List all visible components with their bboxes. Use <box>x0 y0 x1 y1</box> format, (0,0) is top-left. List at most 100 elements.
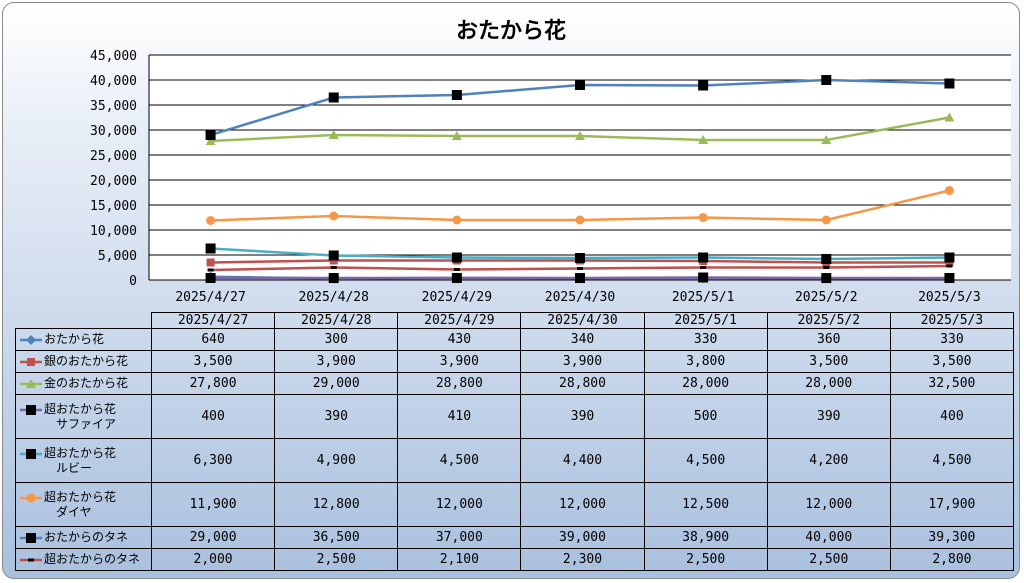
data-label: 6,300 <box>150 438 276 483</box>
data-label: 12,000 <box>520 482 645 527</box>
data-label: 500 <box>643 394 768 439</box>
table-header-cell: 2025/4/27 <box>150 312 276 329</box>
legend-key <box>20 558 42 562</box>
series-name: 超おたからのタネ <box>44 552 141 566</box>
data-label: 2,100 <box>397 548 522 571</box>
data-label: 37,000 <box>397 526 522 549</box>
legend-key-marker <box>26 404 36 415</box>
legend-key <box>20 358 42 366</box>
data-label: 29,000 <box>150 526 276 549</box>
data-label: 11,900 <box>150 482 276 527</box>
legend-entry: おたから花 <box>15 328 152 351</box>
data-point <box>451 131 462 140</box>
data-label: 28,800 <box>397 372 522 395</box>
legend-key-marker <box>26 533 36 543</box>
series-name: 超おたから花 ルビー <box>44 445 117 475</box>
y-tick-label: 45,000 <box>90 49 137 64</box>
data-point <box>330 266 337 269</box>
legend-key-marker <box>26 335 36 345</box>
data-point <box>698 213 708 222</box>
data-point <box>575 253 585 263</box>
legend-entry: 超おたから花 ルビー <box>15 438 152 483</box>
table-row: 超おたから花 ダイヤ 11,900 12,800 12,000 12,000 12,500 1… <box>15 482 1014 527</box>
data-label: 3,900 <box>520 350 645 373</box>
data-label: 3,500 <box>889 350 1014 373</box>
legend-entry: 超おたからのタネ <box>15 548 152 571</box>
data-label: 400 <box>150 394 276 439</box>
data-point <box>944 186 954 195</box>
y-tick-label: 30,000 <box>90 124 137 139</box>
data-point <box>451 90 462 100</box>
data-label: 2,500 <box>274 548 399 571</box>
series-7 <box>207 264 953 272</box>
series-name-sub: ルビー <box>56 460 93 475</box>
table-header-cell: 2025/5/2 <box>766 312 891 329</box>
legend-key-marker <box>26 379 36 388</box>
data-point <box>577 267 583 270</box>
y-tick-label: 0 <box>129 274 137 289</box>
data-point <box>700 266 707 269</box>
legend-entry: 超おたから花 サファイア <box>15 394 152 439</box>
legend-key <box>20 404 42 415</box>
table-header-cell: 2025/5/3 <box>889 312 1014 329</box>
data-point <box>821 273 832 284</box>
table-header-cell: 2025/5/1 <box>643 312 768 329</box>
data-label: 3,500 <box>150 350 276 373</box>
data-label: 29,000 <box>274 372 399 395</box>
data-point <box>698 135 709 144</box>
data-point <box>575 131 585 140</box>
legend-entry: 銀のおたから花 <box>15 350 152 373</box>
data-point <box>206 258 215 267</box>
series-4 <box>205 243 955 264</box>
series-name-sub: サファイア <box>56 416 117 431</box>
data-point <box>207 268 214 272</box>
legend-entry: おたからのタネ <box>15 526 152 549</box>
data-label: 340 <box>520 328 645 351</box>
data-point <box>698 252 709 263</box>
y-tick-label: 5,000 <box>98 249 137 264</box>
data-label: 4,500 <box>889 438 1014 483</box>
data-label: 4,500 <box>643 438 768 483</box>
table-row: 金のおたから花 27,800 29,000 28,800 28,800 28,000 28,… <box>15 372 1014 395</box>
table-header-cell: 2025/4/28 <box>274 312 399 329</box>
data-label: 360 <box>766 328 891 351</box>
table-row: 銀のおたから花 3,500 3,900 3,900 3,900 3,800 3,500 3,5… <box>15 350 1014 373</box>
x-tick-label: 2025/5/2 <box>795 290 858 305</box>
legend-key <box>20 335 42 345</box>
table-header-row: 2025/4/27 2025/4/28 2025/4/29 2025/4/30 2025… <box>16 312 1014 329</box>
y-tick-label: 35,000 <box>90 99 137 114</box>
series-name: おたから花 <box>44 332 105 346</box>
data-label: 28,000 <box>643 372 768 395</box>
data-label: 28,800 <box>520 372 645 395</box>
data-point <box>451 252 462 263</box>
data-label: 3,500 <box>766 350 891 373</box>
data-label: 4,200 <box>766 438 891 483</box>
y-tick-label: 15,000 <box>90 199 137 214</box>
table-row: 超おたから花 サファイア 400 390 410 390 500 390 400 <box>15 394 1014 439</box>
data-point <box>944 252 955 263</box>
data-point <box>946 264 953 268</box>
legend-key-marker <box>26 448 36 459</box>
data-label: 2,300 <box>520 548 645 571</box>
x-tick-label: 2025/4/30 <box>545 290 615 305</box>
data-label: 330 <box>643 328 768 351</box>
legend-key-marker <box>26 493 36 502</box>
plot-background <box>149 55 1011 280</box>
data-label: 430 <box>397 328 522 351</box>
data-point <box>944 112 955 122</box>
series-name: 超おたから花 サファイア <box>44 401 117 431</box>
data-label: 38,900 <box>643 526 768 549</box>
data-point <box>453 268 460 271</box>
data-label: 39,000 <box>520 526 645 549</box>
data-point <box>698 80 709 91</box>
table-row: 超おたから花 ルビー 6,300 4,900 4,500 4,400 4,500 4,200 4… <box>15 438 1014 483</box>
plot-area: 0 5,000 10,000 15,000 20,000 25,000 30,000 35,0… <box>90 49 1011 305</box>
data-label: 12,800 <box>274 482 399 527</box>
data-point <box>205 136 216 145</box>
data-point <box>823 266 830 269</box>
data-point <box>821 215 831 225</box>
data-point <box>328 130 339 139</box>
series-3 <box>205 272 955 284</box>
x-tick-label: 2025/4/29 <box>422 290 492 305</box>
data-point <box>451 272 462 283</box>
